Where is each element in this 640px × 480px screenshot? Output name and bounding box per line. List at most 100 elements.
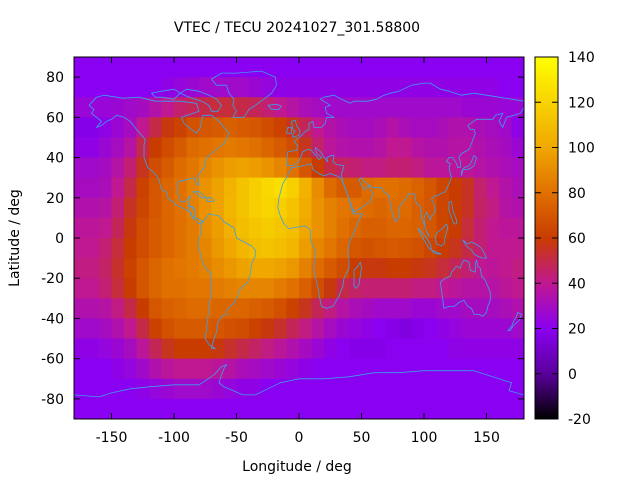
heatmap-cell (399, 77, 413, 98)
y-axis-ticks: -80 -60 -40 -20 0 20 40 60 80 (41, 70, 524, 408)
heatmap-cell (324, 278, 338, 299)
heatmap-cell (349, 117, 363, 139)
heatmap-cell (436, 57, 450, 78)
heatmap-cell (411, 278, 425, 299)
heatmap-cell (349, 338, 363, 360)
coastline (179, 88, 222, 112)
heatmap-cell (311, 77, 325, 98)
heatmap-cell (136, 358, 150, 380)
heatmap-cell (361, 298, 375, 320)
heatmap-cell (336, 378, 350, 400)
y-tick-label: 40 (46, 151, 64, 167)
heatmap-cell (499, 57, 513, 78)
heatmap-cell (336, 77, 350, 98)
heatmap-cell (211, 358, 225, 380)
heatmap-cell (424, 77, 438, 98)
coastline (341, 107, 524, 237)
heatmap-cell (386, 137, 400, 159)
heatmap-cell (111, 258, 125, 279)
heatmap-cell (349, 137, 363, 159)
heatmap-cell (249, 157, 263, 179)
heatmap-cell (174, 298, 188, 320)
heatmap-cell (161, 57, 175, 78)
heatmap-cell (349, 278, 363, 299)
heatmap-cell (236, 157, 250, 179)
heatmap-cell (174, 97, 188, 118)
heatmap-cell (124, 217, 138, 239)
heatmap-cell (236, 137, 250, 159)
heatmap-cell (361, 97, 375, 118)
heatmap-cell (461, 177, 475, 199)
heatmap-cell (99, 137, 113, 159)
heatmap-cell (286, 137, 300, 159)
heatmap-cell (186, 378, 200, 400)
heatmap-cell (161, 157, 175, 179)
heatmap-cell (411, 177, 425, 199)
heatmap-cell (374, 77, 388, 98)
heatmap-cell (99, 97, 113, 118)
heatmap-cell (199, 197, 213, 219)
heatmap-cell (86, 117, 100, 139)
heatmap-cell (499, 177, 513, 199)
heatmap-cell (436, 338, 450, 360)
heatmap-cell (136, 298, 150, 320)
heatmap-cell (311, 97, 325, 118)
heatmap-cell (186, 358, 200, 380)
heatmap-cell (511, 197, 524, 219)
heatmap-cell (336, 117, 350, 139)
heatmap-cell (124, 197, 138, 219)
heatmap-cell (461, 217, 475, 239)
heatmap-cell (74, 77, 88, 98)
heatmap-cell (211, 197, 225, 219)
heatmap-cell (99, 398, 113, 419)
heatmap-cell (436, 258, 450, 279)
heatmap-cell (249, 117, 263, 139)
heatmap-cell (399, 258, 413, 279)
heatmap-cell (224, 358, 238, 380)
heatmap-cell (386, 278, 400, 299)
heatmap-cell (461, 258, 475, 279)
heatmap-cell (161, 137, 175, 159)
heatmap-cell (399, 338, 413, 360)
vtec-heatmap (74, 57, 524, 419)
heatmap-cell (511, 177, 524, 199)
heatmap-cell (299, 358, 313, 380)
heatmap-cell (299, 378, 313, 400)
heatmap-cell (111, 338, 125, 360)
heatmap-cell (449, 398, 463, 419)
heatmap-cell (399, 398, 413, 419)
heatmap-cell (149, 318, 163, 340)
heatmap-cell (99, 358, 113, 380)
heatmap-cell (449, 177, 463, 199)
heatmap-cell (99, 238, 113, 259)
heatmap-cell (374, 238, 388, 259)
heatmap-cell (274, 398, 288, 419)
heatmap-cell (449, 217, 463, 239)
heatmap-cell (174, 378, 188, 400)
heatmap-cell (386, 77, 400, 98)
heatmap-cell (286, 258, 300, 279)
heatmap-cell (161, 278, 175, 299)
heatmap-cell (399, 378, 413, 400)
heatmap-cell (236, 278, 250, 299)
heatmap-cell (199, 157, 213, 179)
heatmap-cell (124, 177, 138, 199)
heatmap-cell (486, 298, 500, 320)
heatmap-cell (86, 338, 100, 360)
heatmap-cell (174, 258, 188, 279)
heatmap-cell (199, 57, 213, 78)
heatmap-cell (399, 177, 413, 199)
heatmap-cell (486, 398, 500, 419)
heatmap-cell (161, 217, 175, 239)
heatmap-cell (411, 77, 425, 98)
heatmap-cell (224, 117, 238, 139)
heatmap-cell (211, 238, 225, 259)
heatmap-cell (174, 77, 188, 98)
heatmap-cell (149, 57, 163, 78)
heatmap-cell (361, 238, 375, 259)
heatmap-cell (136, 338, 150, 360)
heatmap-cell (499, 258, 513, 279)
heatmap-cell (261, 398, 275, 419)
heatmap-cell (311, 318, 325, 340)
heatmap-cell (461, 378, 475, 400)
